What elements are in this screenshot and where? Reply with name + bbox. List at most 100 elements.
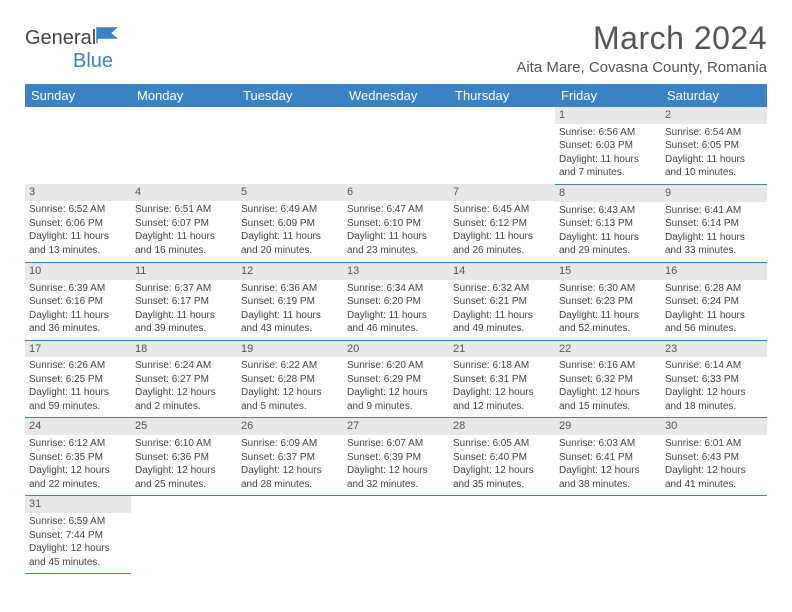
calendar-cell	[131, 496, 237, 574]
day-header: Wednesday	[343, 84, 449, 107]
sunrise-line: Sunrise: 6:36 AM	[241, 282, 339, 296]
day-body: Sunrise: 6:39 AMSunset: 6:16 PMDaylight:…	[25, 280, 131, 340]
calendar-cell: 22Sunrise: 6:16 AMSunset: 6:32 PMDayligh…	[555, 340, 661, 418]
day-body: Sunrise: 6:51 AMSunset: 6:07 PMDaylight:…	[131, 201, 237, 261]
calendar-cell: 27Sunrise: 6:07 AMSunset: 6:39 PMDayligh…	[343, 418, 449, 496]
day-body: Sunrise: 6:24 AMSunset: 6:27 PMDaylight:…	[131, 357, 237, 417]
sunset-line: Sunset: 6:36 PM	[135, 451, 233, 465]
calendar-cell: 10Sunrise: 6:39 AMSunset: 6:16 PMDayligh…	[25, 262, 131, 340]
day-number: 29	[555, 418, 661, 435]
calendar-cell: 25Sunrise: 6:10 AMSunset: 6:36 PMDayligh…	[131, 418, 237, 496]
day-body: Sunrise: 6:49 AMSunset: 6:09 PMDaylight:…	[237, 201, 343, 261]
day-body: Sunrise: 6:54 AMSunset: 6:05 PMDaylight:…	[661, 124, 767, 184]
daylight-line: Daylight: 11 hours and 26 minutes.	[453, 230, 551, 257]
day-body: Sunrise: 6:47 AMSunset: 6:10 PMDaylight:…	[343, 201, 449, 261]
calendar-cell	[555, 496, 661, 574]
sunrise-line: Sunrise: 6:20 AM	[347, 359, 445, 373]
sunset-line: Sunset: 6:31 PM	[453, 373, 551, 387]
daylight-line: Daylight: 12 hours and 12 minutes.	[453, 386, 551, 413]
daylight-line: Daylight: 12 hours and 18 minutes.	[665, 386, 763, 413]
day-body: Sunrise: 6:07 AMSunset: 6:39 PMDaylight:…	[343, 435, 449, 495]
calendar-cell: 29Sunrise: 6:03 AMSunset: 6:41 PMDayligh…	[555, 418, 661, 496]
calendar-cell	[25, 107, 131, 184]
calendar-week: 3Sunrise: 6:52 AMSunset: 6:06 PMDaylight…	[25, 184, 767, 262]
day-number: 10	[25, 263, 131, 280]
sunrise-line: Sunrise: 6:45 AM	[453, 203, 551, 217]
sunrise-line: Sunrise: 6:43 AM	[559, 204, 657, 218]
sunset-line: Sunset: 6:03 PM	[559, 139, 657, 153]
daylight-line: Daylight: 11 hours and 10 minutes.	[665, 153, 763, 180]
day-body: Sunrise: 6:10 AMSunset: 6:36 PMDaylight:…	[131, 435, 237, 495]
sunset-line: Sunset: 6:35 PM	[29, 451, 127, 465]
day-body: Sunrise: 6:03 AMSunset: 6:41 PMDaylight:…	[555, 435, 661, 495]
day-number: 8	[555, 185, 661, 202]
day-number: 31	[25, 496, 131, 513]
day-body: Sunrise: 6:30 AMSunset: 6:23 PMDaylight:…	[555, 280, 661, 340]
calendar-cell: 20Sunrise: 6:20 AMSunset: 6:29 PMDayligh…	[343, 340, 449, 418]
daylight-line: Daylight: 12 hours and 32 minutes.	[347, 464, 445, 491]
sunrise-line: Sunrise: 6:54 AM	[665, 126, 763, 140]
day-body: Sunrise: 6:56 AMSunset: 6:03 PMDaylight:…	[555, 124, 661, 184]
daylight-line: Daylight: 12 hours and 28 minutes.	[241, 464, 339, 491]
calendar-cell: 6Sunrise: 6:47 AMSunset: 6:10 PMDaylight…	[343, 184, 449, 262]
sunset-line: Sunset: 6:24 PM	[665, 295, 763, 309]
daylight-line: Daylight: 11 hours and 7 minutes.	[559, 153, 657, 180]
brand-name: General Blue	[25, 26, 120, 73]
sunset-line: Sunset: 6:23 PM	[559, 295, 657, 309]
calendar-cell: 16 Sunrise: 6:28 AMSunset: 6:24 PMDayligh…	[661, 262, 767, 340]
day-number: 23	[661, 341, 767, 358]
sunrise-line: Sunrise: 6:41 AM	[665, 204, 763, 218]
day-body: Sunrise: 6:01 AMSunset: 6:43 PMDaylight:…	[661, 435, 767, 495]
day-body: Sunrise: 6:52 AMSunset: 6:06 PMDaylight:…	[25, 201, 131, 261]
sunset-line: Sunset: 6:07 PM	[135, 217, 233, 231]
sunrise-line: Sunrise: 6:47 AM	[347, 203, 445, 217]
sunrise-line: Sunrise: 6:22 AM	[241, 359, 339, 373]
calendar-week: 31Sunrise: 6:59 AMSunset: 7:44 PMDayligh…	[25, 496, 767, 574]
calendar-cell: 15Sunrise: 6:30 AMSunset: 6:23 PMDayligh…	[555, 262, 661, 340]
day-body: Sunrise: 6:26 AMSunset: 6:25 PMDaylight:…	[25, 357, 131, 417]
sunset-line: Sunset: 6:27 PM	[135, 373, 233, 387]
day-number: 6	[343, 184, 449, 201]
day-number: 4	[131, 184, 237, 201]
day-header: Thursday	[449, 84, 555, 107]
day-number: 2	[661, 107, 767, 124]
sunrise-line: Sunrise: 6:07 AM	[347, 437, 445, 451]
sunset-line: Sunset: 6:32 PM	[559, 373, 657, 387]
sunrise-line: Sunrise: 6:28 AM	[665, 282, 763, 296]
daylight-line: Daylight: 11 hours and 49 minutes.	[453, 309, 551, 336]
sunrise-line: Sunrise: 6:05 AM	[453, 437, 551, 451]
daylight-line: Daylight: 11 hours and 56 minutes.	[665, 309, 763, 336]
sunrise-line: Sunrise: 6:14 AM	[665, 359, 763, 373]
day-body: Sunrise: 6:14 AMSunset: 6:33 PMDaylight:…	[661, 357, 767, 417]
day-number: 7	[449, 184, 555, 201]
calendar-cell: 7Sunrise: 6:45 AMSunset: 6:12 PMDaylight…	[449, 184, 555, 262]
sunrise-line: Sunrise: 6:01 AM	[665, 437, 763, 451]
sunrise-line: Sunrise: 6:51 AM	[135, 203, 233, 217]
sunrise-line: Sunrise: 6:09 AM	[241, 437, 339, 451]
daylight-line: Daylight: 12 hours and 5 minutes.	[241, 386, 339, 413]
daylight-line: Daylight: 11 hours and 29 minutes.	[559, 231, 657, 258]
sunset-line: Sunset: 6:14 PM	[665, 217, 763, 231]
day-number: 19	[237, 341, 343, 358]
sunset-line: Sunset: 6:10 PM	[347, 217, 445, 231]
day-body: Sunrise: 6:20 AMSunset: 6:29 PMDaylight:…	[343, 357, 449, 417]
day-number: 11	[131, 263, 237, 280]
daylight-line: Daylight: 11 hours and 33 minutes.	[665, 231, 763, 258]
day-number: 27	[343, 418, 449, 435]
calendar-cell	[343, 496, 449, 574]
day-number: 21	[449, 341, 555, 358]
daylight-line: Daylight: 11 hours and 59 minutes.	[29, 386, 127, 413]
sunrise-line: Sunrise: 6:30 AM	[559, 282, 657, 296]
daylight-line: Daylight: 11 hours and 13 minutes.	[29, 230, 127, 257]
calendar-cell	[343, 107, 449, 184]
day-body: Sunrise: 6:18 AMSunset: 6:31 PMDaylight:…	[449, 357, 555, 417]
day-number: 16	[661, 263, 767, 280]
day-number: 20	[343, 341, 449, 358]
title-block: March 2024 Aita Mare, Covasna County, Ro…	[516, 20, 767, 76]
sunset-line: Sunset: 6:25 PM	[29, 373, 127, 387]
day-number: 18	[131, 341, 237, 358]
calendar-cell: 19Sunrise: 6:22 AMSunset: 6:28 PMDayligh…	[237, 340, 343, 418]
day-body: Sunrise: 6:05 AMSunset: 6:40 PMDaylight:…	[449, 435, 555, 495]
day-body: Sunrise: 6:59 AMSunset: 7:44 PMDaylight:…	[25, 513, 131, 573]
calendar-week: 10Sunrise: 6:39 AMSunset: 6:16 PMDayligh…	[25, 262, 767, 340]
